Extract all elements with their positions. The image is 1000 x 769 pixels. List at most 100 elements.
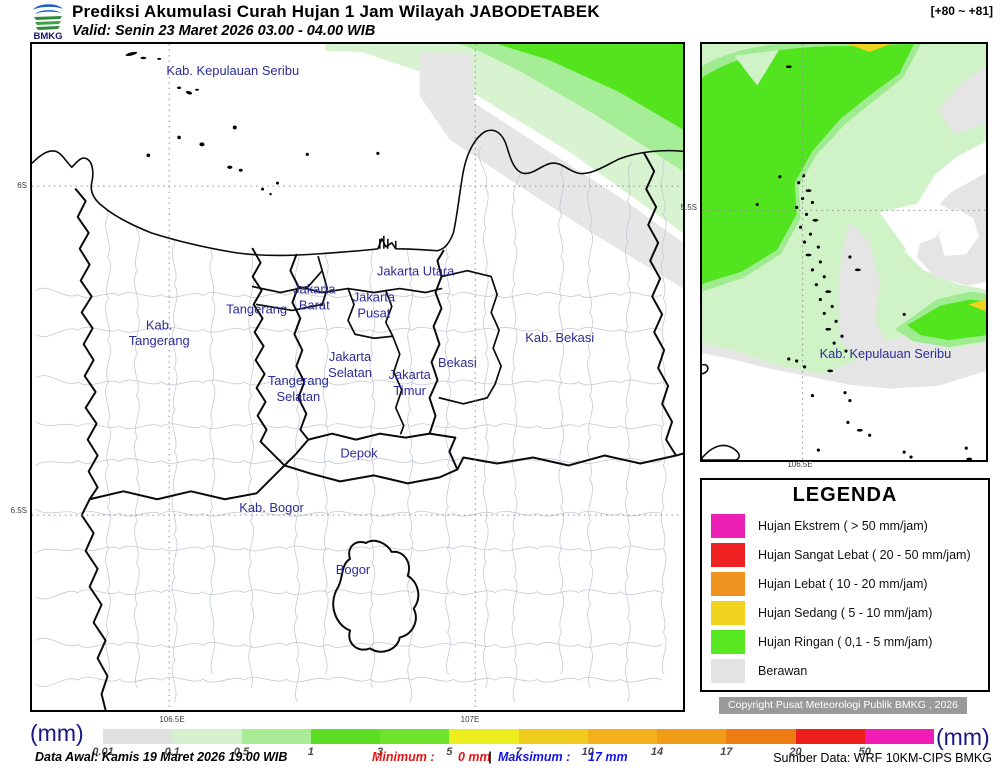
island-dot bbox=[810, 268, 815, 272]
legend-label: Hujan Ekstrem ( > 50 mm/jam) bbox=[758, 519, 928, 533]
island-dot bbox=[795, 205, 799, 210]
region-label: Jakarta Selatan bbox=[328, 349, 372, 380]
main-map-svg: Kab. Kepulauan Seribu Jakarta Utara Jakart… bbox=[32, 44, 683, 710]
kecamatan-boundary-line bbox=[35, 287, 663, 298]
island-dot bbox=[868, 433, 872, 437]
island-dot bbox=[810, 394, 815, 398]
island-dot bbox=[827, 369, 834, 373]
legend-swatch bbox=[711, 601, 745, 625]
colorbar-segment bbox=[241, 729, 311, 744]
kecamatan-boundary-line bbox=[403, 161, 414, 703]
logo-wave2 bbox=[35, 21, 61, 25]
colorbar-tick-label: 10 bbox=[581, 746, 594, 758]
island-dot bbox=[818, 260, 822, 264]
main-map: Kab. Kepulauan Seribu Jakarta Utara Jakart… bbox=[30, 42, 685, 712]
colorbar-segment bbox=[449, 729, 519, 744]
legend-swatch bbox=[711, 659, 745, 683]
legend-swatch bbox=[711, 630, 745, 654]
logo-wave3 bbox=[36, 26, 60, 30]
island-dot bbox=[844, 349, 848, 353]
region-labels: Kab. Kepulauan Seribu Jakarta Utara Jakart… bbox=[129, 63, 594, 577]
legend-item: Hujan Sangat Lebat ( 20 - 50 mm/jam) bbox=[711, 543, 971, 567]
legend-item: Berawan bbox=[711, 659, 807, 683]
axis-tick-label: 6.5S bbox=[10, 506, 27, 515]
port-structures bbox=[379, 235, 397, 249]
kecamatan-boundary-line bbox=[367, 147, 376, 689]
legend-item: Hujan Sedang ( 5 - 10 mm/jam) bbox=[711, 601, 932, 625]
logo-text: BMKG bbox=[33, 31, 62, 41]
colorbar-segment bbox=[310, 729, 380, 744]
island-dot bbox=[825, 327, 832, 331]
colorbar-segment bbox=[726, 729, 796, 744]
kecamatan-boundary-line bbox=[587, 147, 598, 689]
colorbar-unit-right: (mm) bbox=[936, 724, 990, 750]
island-dot bbox=[848, 255, 852, 259]
axis-tick-label: 5.5S bbox=[680, 203, 697, 212]
island-dot bbox=[846, 420, 850, 424]
colorbar-segment bbox=[795, 729, 865, 744]
colorbar-tick-label: 14 bbox=[650, 746, 664, 758]
colorbar-unit-left: (mm) bbox=[30, 720, 84, 746]
island-dot bbox=[810, 200, 815, 205]
legend-label: Hujan Ringan ( 0,1 - 5 mm/jam) bbox=[758, 635, 933, 649]
island-dot bbox=[902, 312, 906, 316]
legend-item: Hujan Lebat ( 10 - 20 mm/jam) bbox=[711, 572, 928, 596]
island-dot bbox=[755, 202, 759, 207]
island-dot bbox=[830, 304, 834, 309]
colorbar-segment bbox=[380, 729, 450, 744]
kecamatan-boundary-line bbox=[248, 147, 256, 689]
colorbar-tick-label: 7 bbox=[515, 746, 522, 758]
inset-rain-shading bbox=[702, 44, 986, 389]
inset-graticule bbox=[702, 44, 986, 460]
island-dot bbox=[854, 268, 861, 272]
island-dot bbox=[816, 245, 820, 249]
colorbar-tick-label: 3 bbox=[376, 746, 384, 758]
kecamatan-boundary-line bbox=[511, 161, 522, 703]
page-title: Prediksi Akumulasi Curah Hujan 1 Jam Wil… bbox=[72, 2, 600, 21]
island-dot bbox=[805, 253, 812, 257]
colorbar-tick-label: 17 bbox=[720, 746, 733, 758]
valid-time: Valid: Senin 23 Maret 2026 03.00 - 04.00… bbox=[72, 23, 376, 39]
region-label: Tangerang bbox=[226, 301, 287, 316]
island-dot bbox=[848, 398, 852, 403]
inset-region-labels: Kab. Kepulauan Seribu bbox=[820, 346, 952, 361]
colorbar bbox=[103, 729, 934, 744]
region-label: Kab. Tangerang bbox=[129, 317, 190, 348]
region-label: Depok bbox=[340, 446, 378, 461]
colorbar-tick-label: 0.5 bbox=[233, 746, 250, 758]
region-label: Tangerang Selatan bbox=[268, 373, 329, 404]
kecamatan-boundary-line bbox=[292, 161, 300, 703]
island-dot bbox=[812, 218, 819, 222]
axis-tick-label: 106.5E bbox=[787, 460, 813, 469]
island-dot bbox=[825, 290, 832, 294]
copyright-bar: Copyright Pusat Meteorologi Publik BMKG … bbox=[719, 697, 967, 714]
legend-label: Berawan bbox=[758, 664, 808, 678]
footer-minimum-label: Minimum : bbox=[372, 750, 435, 764]
island-dot bbox=[787, 357, 791, 361]
axis-tick-label: 106.5E bbox=[159, 715, 185, 724]
footer-minimum-value: 0 mm bbox=[458, 750, 491, 764]
region-label: Kab. Bekasi bbox=[525, 330, 594, 345]
kecamatan-boundary-line bbox=[624, 161, 633, 703]
kecamatan-boundary-line bbox=[35, 375, 663, 386]
footer-separator: | bbox=[488, 750, 492, 764]
colorbar-tick-label: 50 bbox=[858, 746, 871, 758]
footer-maksimum-value: 17 mm bbox=[588, 750, 628, 764]
logo-cloud-arc2 bbox=[35, 10, 61, 14]
forecast-hour-range: [+80 ~ +81] bbox=[930, 4, 993, 18]
island-dot bbox=[822, 311, 826, 315]
logo-cloud-arc bbox=[33, 4, 63, 10]
region-label: Kab. Kepulauan Seribu bbox=[166, 63, 299, 78]
kecamatan-boundary-line bbox=[35, 508, 663, 517]
island-dot bbox=[797, 181, 801, 185]
colorbar-segment bbox=[864, 729, 934, 744]
kecamatan-boundary-line bbox=[322, 133, 331, 675]
region-label: Kab. Kepulauan Seribu bbox=[820, 346, 952, 361]
inset-map-kepulauan-seribu: Kab. Kepulauan Seribu bbox=[700, 42, 988, 462]
island-dot bbox=[909, 455, 913, 459]
legend-label: Hujan Lebat ( 10 - 20 mm/jam) bbox=[758, 577, 928, 591]
island-dot bbox=[795, 359, 799, 363]
island-dot bbox=[778, 175, 782, 179]
island-dot bbox=[805, 189, 812, 192]
